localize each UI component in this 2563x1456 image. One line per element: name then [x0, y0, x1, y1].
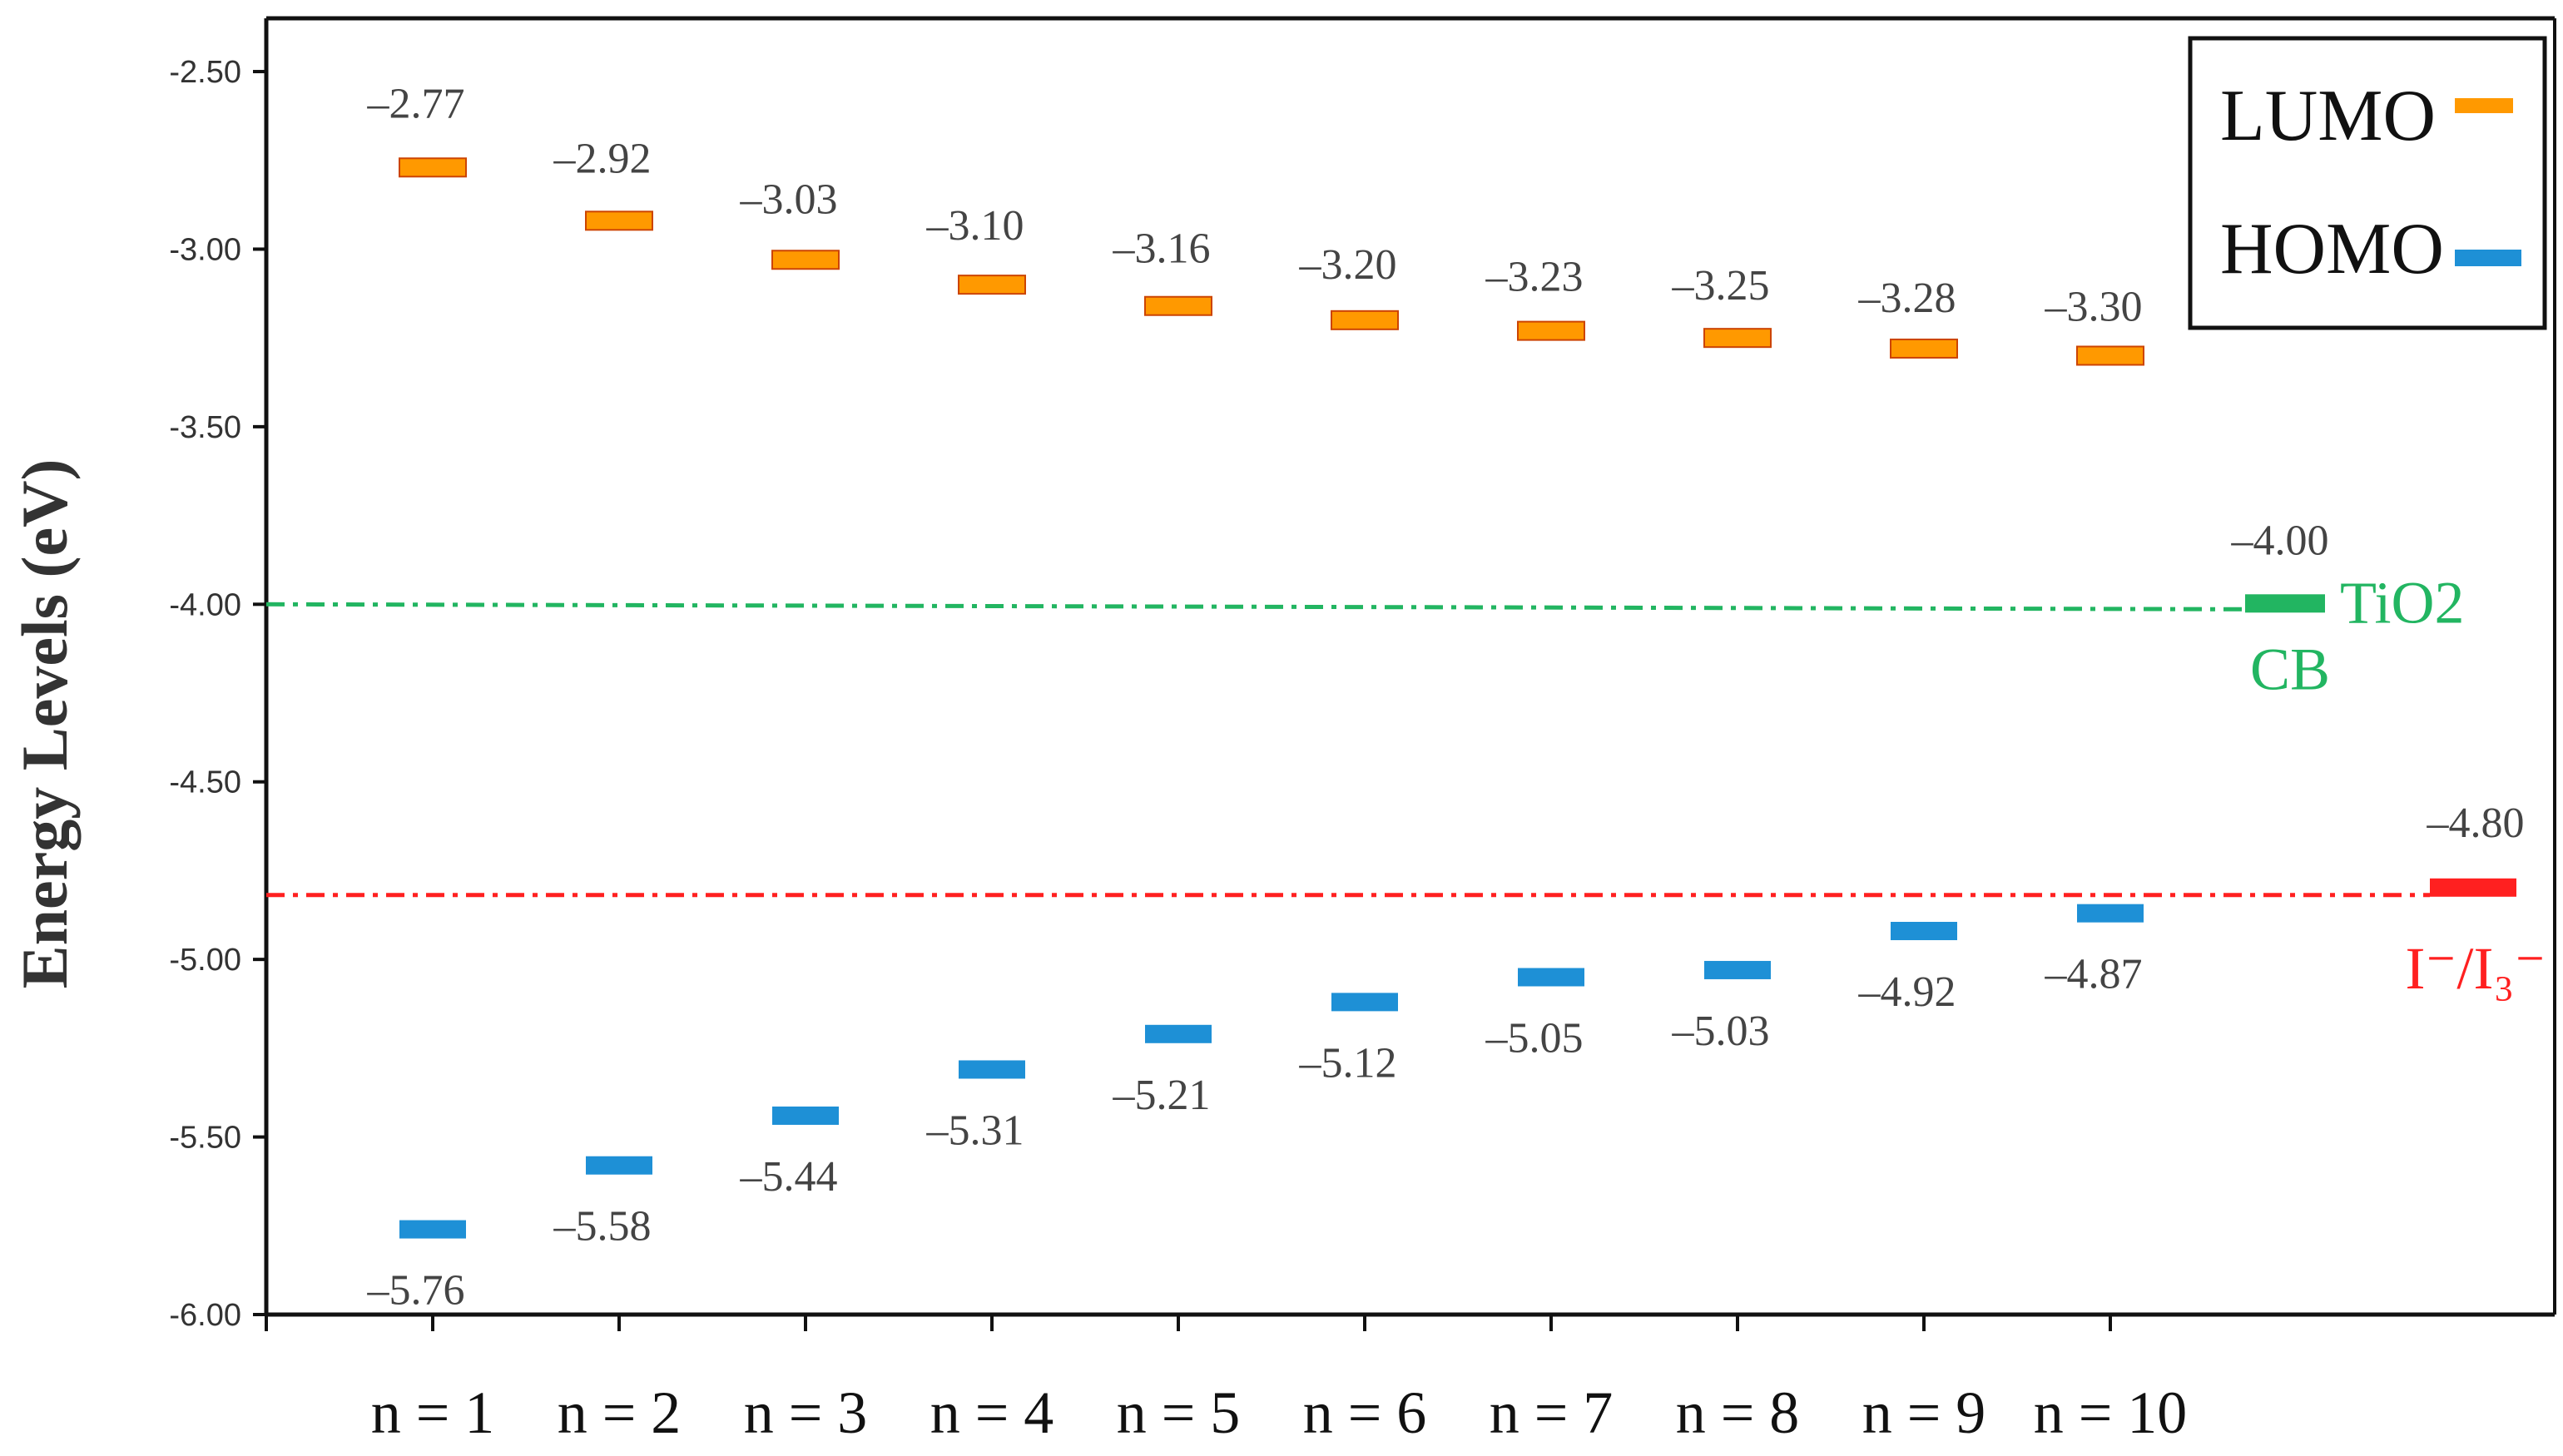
legend-swatch-lumo: [2455, 98, 2513, 113]
redox-value: –4.80: [2427, 800, 2525, 847]
homo-marker: [1331, 993, 1398, 1012]
homo-marker: [2077, 904, 2144, 923]
y-tick-label: -4.00: [169, 587, 241, 622]
lumo-value-label: –3.20: [1299, 241, 1397, 289]
x-tick-label: n = 6: [1303, 1379, 1427, 1446]
x-tick-label: n = 3: [744, 1379, 868, 1446]
homo-value-label: –5.58: [553, 1203, 652, 1250]
y-tick-label: -5.50: [169, 1121, 241, 1156]
homo-value-label: –5.31: [926, 1107, 1024, 1154]
lumo-value-label: –3.25: [1672, 262, 1770, 310]
lumo-value-label: –2.77: [367, 80, 465, 127]
lumo-marker: [1144, 295, 1212, 316]
lumo-marker: [771, 250, 840, 270]
legend-box: [2188, 36, 2547, 330]
x-tick-label: n = 7: [1490, 1379, 1614, 1446]
redox-label: I⁻/I₃⁻: [2405, 935, 2546, 1002]
homo-marker: [1145, 1024, 1212, 1043]
lumo-marker: [1331, 310, 1399, 330]
homo-marker: [772, 1106, 839, 1125]
axes: -2.50 -3.00 -3.50 -4.00 -4.50 -5.00 -5.50 -6.00…: [169, 16, 2556, 1446]
y-tick-label: -2.50: [169, 55, 241, 90]
lumo-marker: [1890, 338, 1958, 359]
homo-value-label: –5.44: [740, 1153, 838, 1201]
y-axis-label: Energy Levels (eV): [8, 459, 81, 989]
homo-value-label: –5.12: [1299, 1039, 1397, 1087]
lumo-value-label: –3.03: [740, 176, 838, 223]
y-tick-label: -4.50: [169, 765, 241, 800]
homo-value-label: –5.03: [1672, 1008, 1770, 1055]
x-tick-label: n = 2: [558, 1379, 682, 1446]
tio2-cb-line: [265, 602, 2248, 612]
legend-label-lumo: LUMO: [2220, 76, 2436, 156]
legend-swatch-homo: [2455, 250, 2521, 266]
lumo-marker: [399, 157, 467, 178]
homo-marker: [1891, 922, 1957, 941]
lumo-value-label: –3.23: [1485, 254, 1584, 301]
cb-label: CB: [2250, 636, 2330, 702]
x-tick-label: n = 1: [371, 1379, 495, 1446]
lumo-marker: [585, 210, 653, 231]
lumo-marker: [958, 275, 1026, 295]
homo-value-label: –5.76: [367, 1267, 465, 1315]
lumo-marker: [1517, 320, 1585, 341]
legend-label-homo: HOMO: [2220, 209, 2444, 290]
x-tick-label: n = 8: [1676, 1379, 1800, 1446]
homo-marker: [1704, 960, 1771, 979]
tio2-label: TiO2: [2340, 569, 2464, 636]
lumo-value-label: –3.28: [1858, 275, 1956, 322]
lumo-value-label: –3.30: [2045, 284, 2143, 331]
lumo-marker: [2076, 345, 2144, 366]
x-tick-label: n = 5: [1117, 1379, 1241, 1446]
tio2-cb-marker: [2245, 594, 2325, 613]
lumo-marker: [1703, 328, 1772, 349]
homo-marker: [586, 1156, 652, 1175]
lumo-value-label: –3.16: [1113, 225, 1211, 273]
y-tick-label: -5.00: [169, 943, 241, 978]
homo-value-label: –5.21: [1113, 1072, 1211, 1119]
y-tick-label: -6.00: [169, 1298, 241, 1333]
homo-value-label: –4.87: [2045, 951, 2143, 998]
legend: LUMO HOMO: [2188, 36, 2547, 330]
data-marks: –2.77 –2.92 –3.03 –3.10 –3.16 –3.20 –3.23 –3.25…: [367, 80, 2144, 1315]
y-tick-label: -3.50: [169, 410, 241, 445]
homo-value-label: –5.05: [1485, 1014, 1584, 1062]
x-tick-label: n = 10: [2034, 1379, 2188, 1446]
y-tick-label: -3.00: [169, 232, 241, 267]
homo-marker: [959, 1060, 1025, 1079]
lumo-value-label: –2.92: [553, 135, 652, 182]
redox-marker: [2430, 878, 2516, 897]
x-tick-label: n = 4: [930, 1379, 1054, 1446]
homo-value-label: –4.92: [1858, 968, 1956, 1016]
homo-marker: [399, 1220, 466, 1239]
homo-marker: [1518, 968, 1584, 987]
lumo-value-label: –3.10: [926, 202, 1024, 250]
tio2-cb-value: –4.00: [2231, 517, 2329, 564]
x-tick-label: n = 9: [1862, 1379, 1986, 1446]
